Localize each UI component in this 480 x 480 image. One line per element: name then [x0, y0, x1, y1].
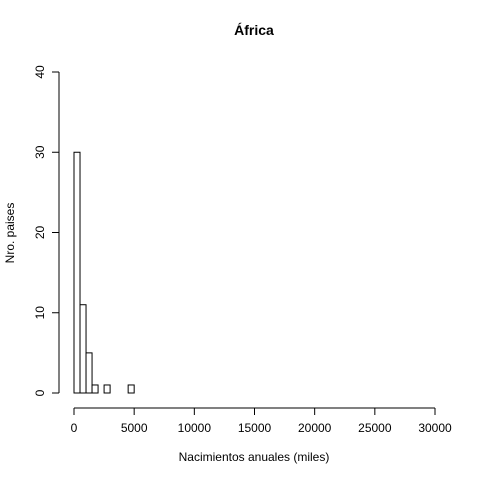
y-axis-label: Nro. paises [3, 203, 17, 264]
y-tick-label: 30 [33, 145, 47, 159]
histogram-bar [73, 151, 81, 394]
histogram-bar [103, 384, 111, 394]
x-tick-label: 25000 [358, 421, 392, 435]
x-tick-label: 30000 [418, 421, 452, 435]
histogram-bar [91, 384, 99, 394]
histogram-bar [127, 384, 135, 394]
y-tick-label: 20 [33, 226, 47, 240]
x-tick-label: 10000 [178, 421, 212, 435]
histogram-bar [85, 352, 93, 394]
y-tick-label: 0 [33, 389, 47, 396]
x-axis: 0 5000 10000 15000 20000 25000 30000 [71, 407, 452, 435]
y-tick-label: 10 [33, 306, 47, 320]
y-tick-label: 40 [33, 65, 47, 79]
y-axis: 0 10 20 30 40 [33, 65, 60, 396]
x-axis-label: Nacimientos anuales (miles) [179, 450, 330, 464]
histogram-bars [73, 151, 135, 394]
x-tick-label: 15000 [238, 421, 272, 435]
histogram-bar [79, 304, 87, 394]
x-tick-label: 0 [71, 421, 78, 435]
x-tick-label: 5000 [121, 421, 148, 435]
chart-title: África [234, 22, 274, 38]
x-tick-label: 20000 [298, 421, 332, 435]
